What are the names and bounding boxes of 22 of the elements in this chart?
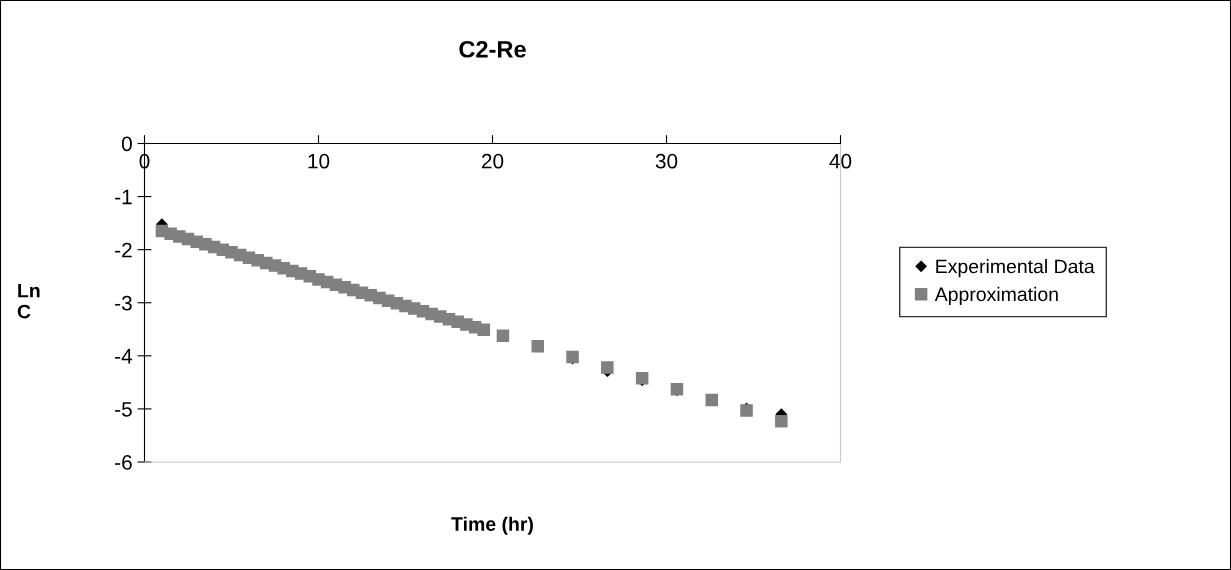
x-axis-title: Time (hr) (451, 516, 533, 535)
point (775, 414, 788, 428)
x-tick-label: 40 (829, 153, 852, 169)
y-tick-label: 0 (121, 136, 132, 152)
y-tick-label: -6 (115, 455, 132, 470)
y-tick-label: -5 (115, 402, 132, 417)
y-tick-label: -2 (115, 242, 132, 258)
point (601, 361, 614, 374)
y-tick-label: -4 (115, 349, 133, 364)
point (477, 323, 491, 337)
point (496, 329, 510, 342)
chart-title: C2-Re (459, 40, 526, 58)
point (531, 340, 544, 353)
point (705, 393, 718, 407)
legend-label: Experimental Data (936, 259, 1095, 278)
x-tick-label: 20 (481, 153, 504, 169)
y-tick-label: -1 (115, 189, 132, 205)
y-axis-title: Ln C (17, 283, 40, 319)
y-tick-label: -3 (115, 295, 132, 311)
x-tick-label: 10 (308, 153, 330, 169)
x-tick-label: 30 (655, 153, 678, 169)
legend-label: Approximation (934, 286, 1058, 305)
